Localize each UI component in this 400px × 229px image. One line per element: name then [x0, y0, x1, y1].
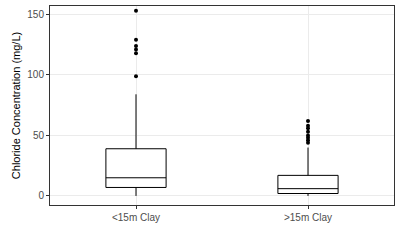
- svg-text:150: 150: [27, 9, 44, 20]
- svg-text:50: 50: [33, 130, 45, 141]
- svg-text:Chloride Concentration (mg/L): Chloride Concentration (mg/L): [10, 32, 22, 179]
- svg-text:0: 0: [38, 190, 44, 201]
- svg-text:100: 100: [27, 69, 44, 80]
- svg-text:>15m Clay: >15m Clay: [284, 212, 332, 223]
- svg-text:<15m Clay: <15m Clay: [112, 212, 160, 223]
